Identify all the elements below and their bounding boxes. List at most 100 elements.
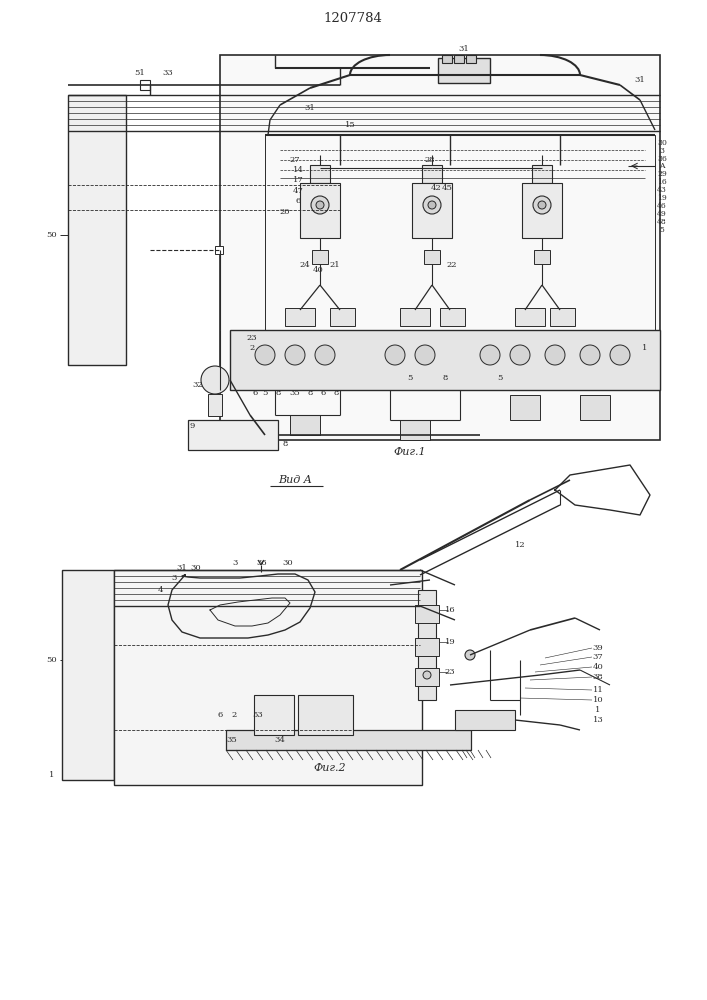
Text: 32: 32 <box>193 381 204 389</box>
Text: 22: 22 <box>447 261 457 269</box>
Bar <box>522 183 562 238</box>
Text: 13: 13 <box>592 716 603 724</box>
Bar <box>400 420 430 440</box>
Bar <box>532 165 552 183</box>
Text: 51: 51 <box>134 69 146 77</box>
Bar <box>230 330 660 390</box>
Text: 21: 21 <box>329 261 340 269</box>
Bar <box>412 183 452 238</box>
Text: 48: 48 <box>657 218 667 226</box>
Bar <box>114 570 422 785</box>
Text: 6: 6 <box>252 389 257 397</box>
Text: 53: 53 <box>252 711 264 719</box>
Text: 37: 37 <box>592 653 603 661</box>
Text: 8: 8 <box>282 440 288 448</box>
Text: 46: 46 <box>657 202 667 210</box>
Circle shape <box>201 366 229 394</box>
Circle shape <box>415 345 435 365</box>
Circle shape <box>610 345 630 365</box>
Bar <box>415 668 439 686</box>
Text: 19: 19 <box>657 194 667 202</box>
Text: Фиг.1: Фиг.1 <box>394 447 426 457</box>
Text: 23: 23 <box>247 334 257 342</box>
Circle shape <box>423 671 431 679</box>
Text: 12: 12 <box>515 541 525 549</box>
Text: 6: 6 <box>217 711 223 719</box>
Text: 19: 19 <box>445 638 455 646</box>
Text: A: A <box>659 162 665 170</box>
Bar <box>534 250 550 264</box>
Bar <box>300 183 340 238</box>
Text: 33: 33 <box>163 69 173 77</box>
Bar <box>418 590 436 700</box>
Text: 30: 30 <box>657 139 667 147</box>
Bar <box>62 570 114 780</box>
Bar <box>454 55 464 63</box>
Text: 50: 50 <box>47 656 57 664</box>
Bar <box>422 165 442 183</box>
Text: 35: 35 <box>227 736 238 744</box>
Text: 36: 36 <box>657 155 667 163</box>
Text: 11: 11 <box>592 686 603 694</box>
Bar <box>415 638 439 656</box>
Bar <box>290 415 320 435</box>
Bar <box>330 308 355 326</box>
Text: 35: 35 <box>290 389 300 397</box>
Text: 31: 31 <box>635 76 645 84</box>
Text: 5: 5 <box>497 374 503 382</box>
Text: Фиг.2: Фиг.2 <box>314 763 346 773</box>
Text: 17: 17 <box>293 176 303 184</box>
Circle shape <box>465 650 475 660</box>
Text: 47: 47 <box>293 187 303 195</box>
Text: 1: 1 <box>643 344 648 352</box>
Text: 6: 6 <box>296 197 300 205</box>
Bar <box>438 58 490 83</box>
Text: 5: 5 <box>660 226 665 234</box>
Circle shape <box>533 196 551 214</box>
Text: 36: 36 <box>257 559 267 567</box>
Circle shape <box>316 201 324 209</box>
Text: 5: 5 <box>407 374 413 382</box>
Bar <box>580 395 610 420</box>
Text: 2: 2 <box>231 711 237 719</box>
Text: 8: 8 <box>275 389 281 397</box>
Circle shape <box>480 345 500 365</box>
Circle shape <box>285 345 305 365</box>
Bar <box>215 246 223 254</box>
Text: 50: 50 <box>47 231 57 239</box>
Bar <box>455 710 515 730</box>
Text: 24: 24 <box>300 261 310 269</box>
Circle shape <box>311 196 329 214</box>
Text: 31: 31 <box>305 104 315 112</box>
Text: 20: 20 <box>280 208 291 216</box>
Bar <box>515 308 545 326</box>
Text: 23: 23 <box>445 668 455 676</box>
Bar <box>312 250 328 264</box>
Text: 3: 3 <box>233 559 238 567</box>
Bar <box>188 420 278 450</box>
Bar <box>442 55 452 63</box>
Text: 40: 40 <box>592 663 603 671</box>
Text: 38: 38 <box>592 673 603 681</box>
Text: 16: 16 <box>445 606 455 614</box>
Bar <box>265 135 655 340</box>
Bar <box>415 605 439 623</box>
Text: 49: 49 <box>657 210 667 218</box>
Text: 10: 10 <box>592 696 603 704</box>
Text: 31: 31 <box>459 45 469 53</box>
Text: 8: 8 <box>333 389 339 397</box>
Text: Вид A: Вид A <box>278 475 312 485</box>
Circle shape <box>385 345 405 365</box>
Text: 1: 1 <box>595 706 601 714</box>
Bar <box>400 308 430 326</box>
Bar <box>510 395 540 420</box>
Bar <box>208 394 222 416</box>
Text: 3: 3 <box>171 574 177 582</box>
Circle shape <box>423 196 441 214</box>
Text: 2: 2 <box>250 344 255 352</box>
Text: 9: 9 <box>190 422 195 430</box>
Bar <box>424 250 440 264</box>
Text: 6: 6 <box>320 389 326 397</box>
Text: 1: 1 <box>49 771 54 779</box>
Bar <box>285 308 315 326</box>
